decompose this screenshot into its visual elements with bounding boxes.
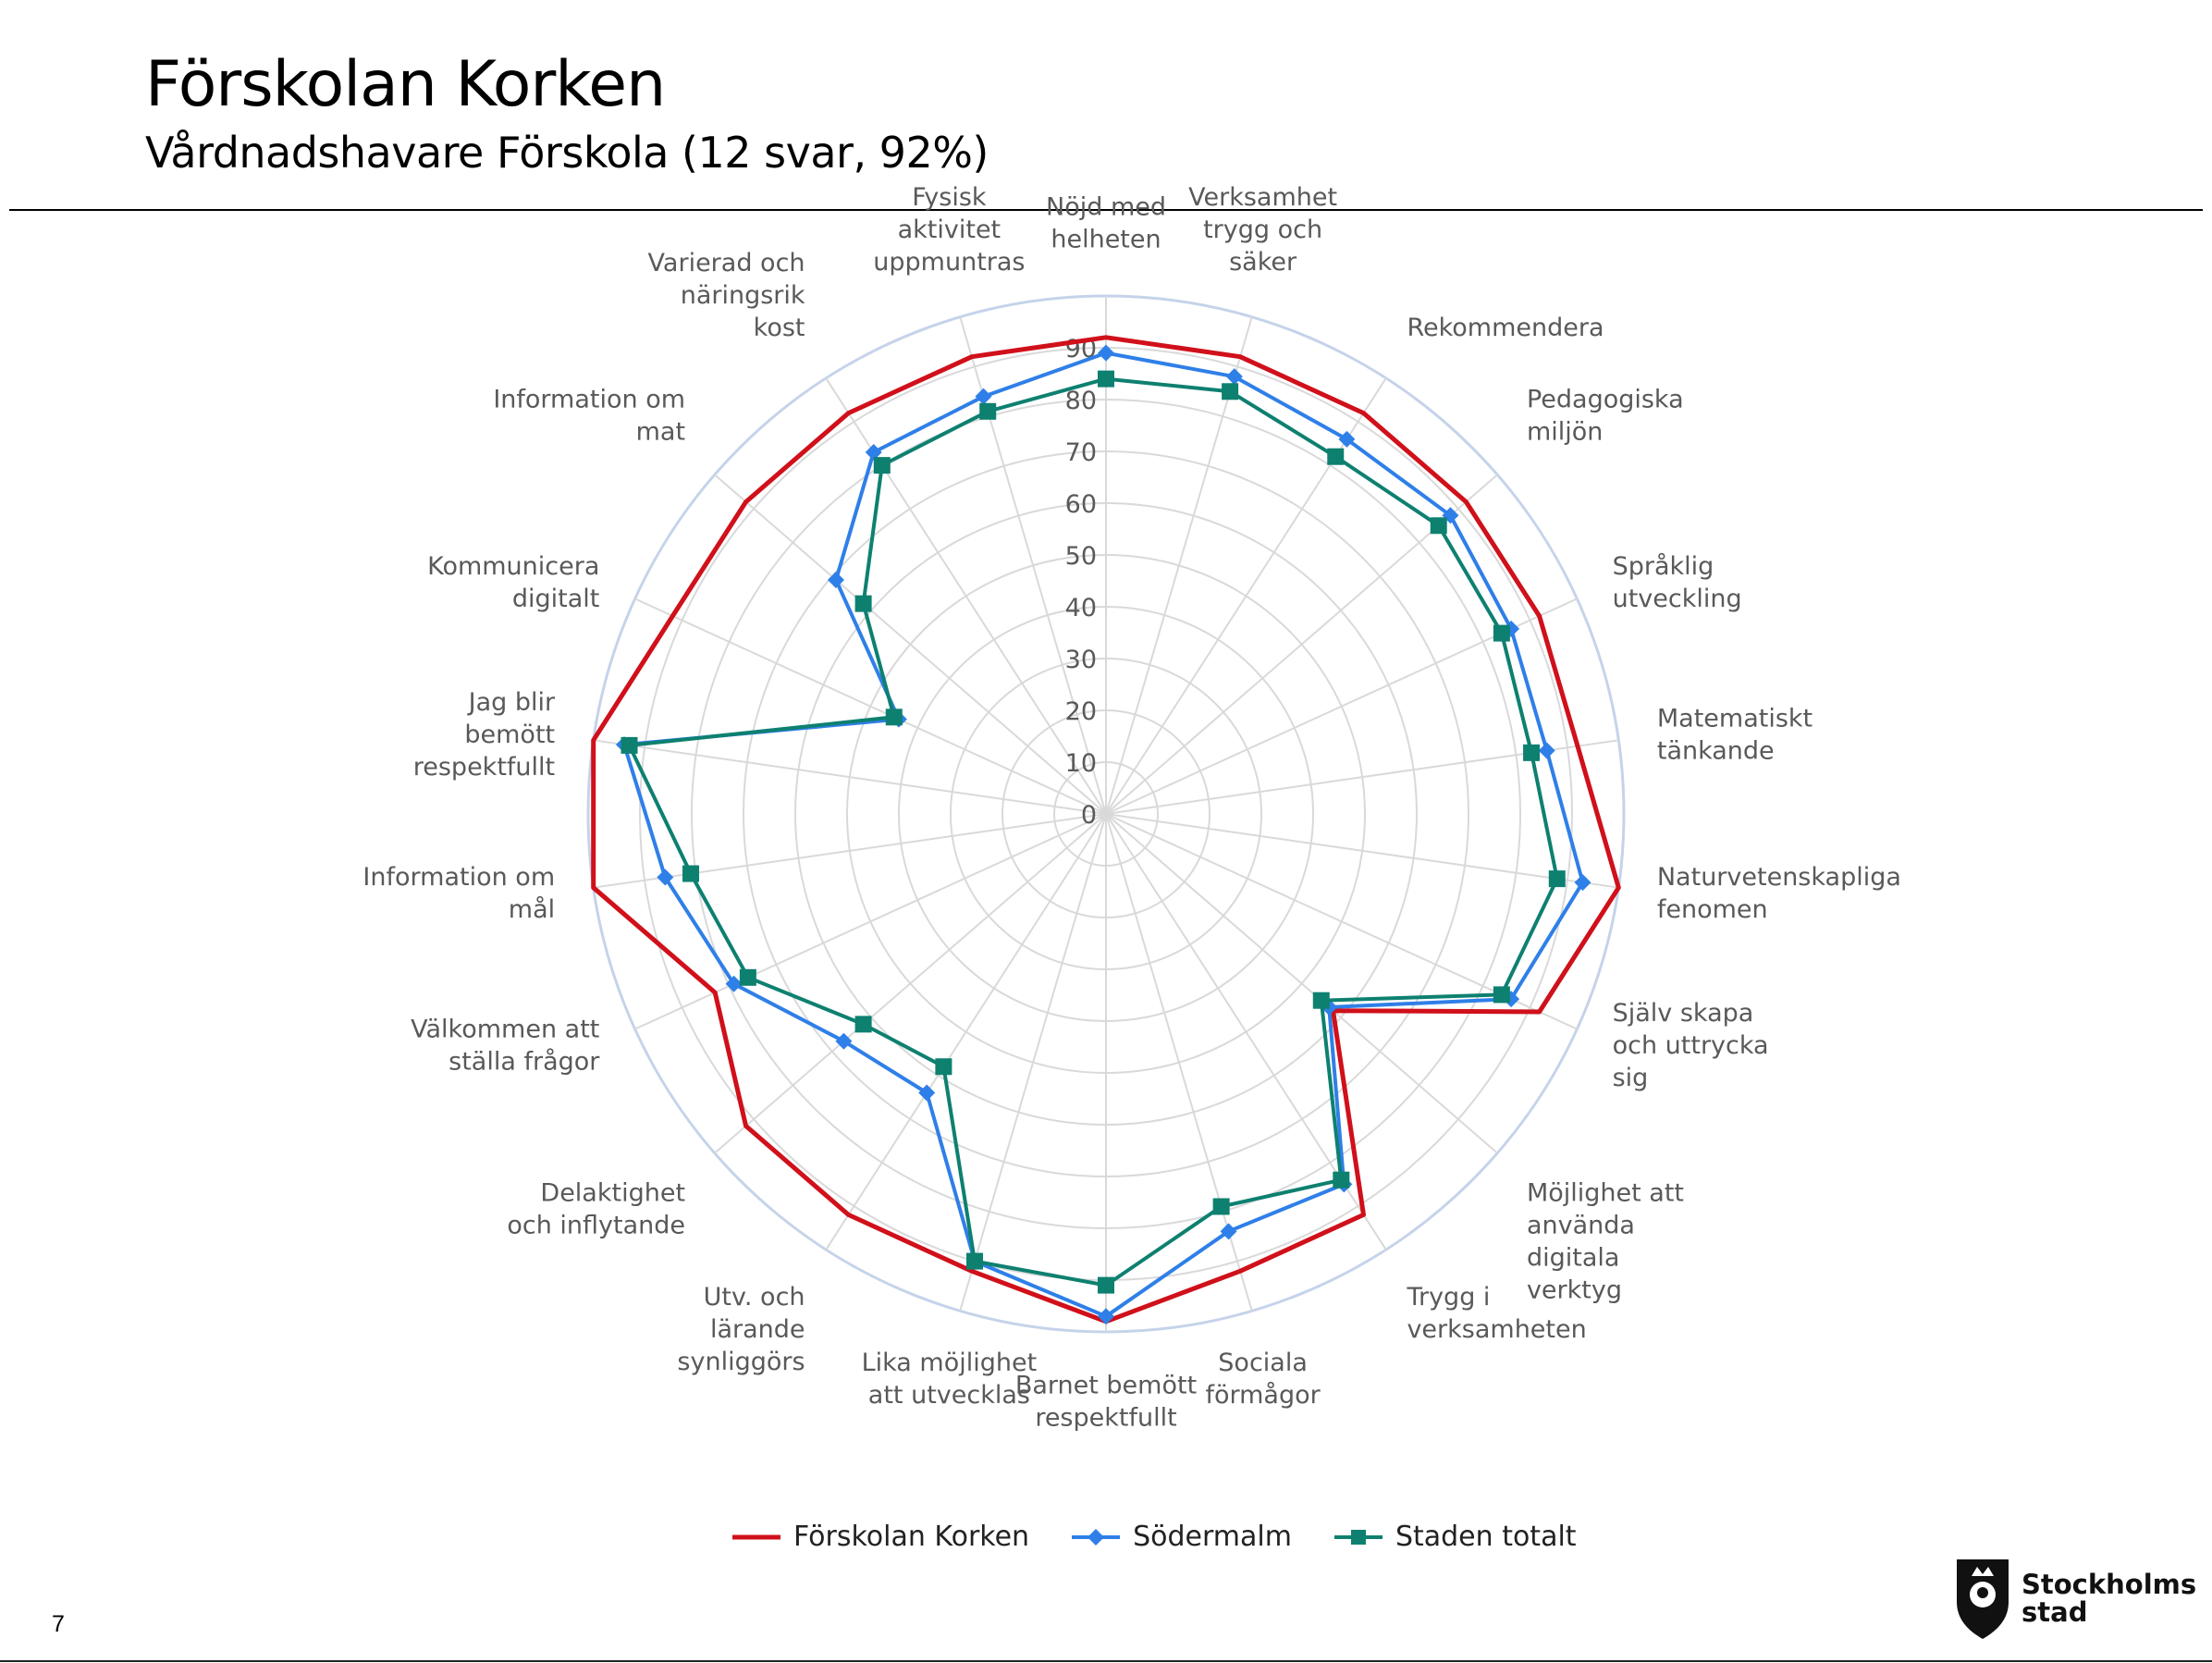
header-divider (9, 209, 2203, 211)
legend-item-korken: Förskolan Korken (731, 1521, 1029, 1553)
series-staden-point (621, 736, 638, 754)
category-label: Delaktighet och inflytande (507, 1179, 685, 1240)
stockholms-stad-logo: Stockholms stad (1953, 1556, 2196, 1641)
page-title: Förskolan Korken (145, 48, 666, 121)
radial-tick-label: 30 (1065, 646, 1097, 674)
series-staden-point (1523, 744, 1541, 761)
grid-spoke (593, 739, 1107, 815)
chart-legend: Förskolan Korken Södermalm Staden totalt (731, 1521, 1617, 1553)
page-number: 7 (52, 1611, 65, 1637)
grid-spoke (825, 813, 1107, 1250)
grid-spoke (959, 813, 1107, 1312)
category-label: Pedagogiska miljön (1527, 385, 1684, 446)
series-staden-point (1098, 370, 1114, 388)
legend-label-sodermalm: Södermalm (1133, 1521, 1292, 1553)
logo-text-line1: Stockholms (2022, 1569, 2197, 1600)
series-staden-point (1327, 448, 1345, 465)
category-label: Rekommendera (1407, 314, 1604, 342)
grid-spoke (593, 813, 1107, 889)
legend-line-icon (732, 1534, 780, 1539)
category-label: Information om mat (493, 385, 685, 446)
logo-text-line2: stad (2022, 1596, 2088, 1628)
category-label: Lika möjlighet att utvecklas (862, 1349, 1038, 1410)
category-label: Utv. och lärande synliggörs (677, 1283, 805, 1376)
legend-label-korken: Förskolan Korken (793, 1521, 1030, 1553)
series-sodermalm-point (835, 1032, 853, 1050)
series-staden-point (1493, 986, 1510, 1004)
grid-spoke (714, 813, 1107, 1154)
series-staden-point (1098, 1276, 1114, 1294)
radial-tick-label: 20 (1065, 697, 1097, 726)
radial-tick-label: 10 (1065, 749, 1097, 778)
radial-tick-label: 0 (1081, 801, 1097, 830)
series-sodermalm-point (1098, 344, 1114, 362)
series-staden-point (1430, 517, 1447, 535)
series-staden-point (966, 1252, 984, 1270)
series-staden-point (854, 1016, 872, 1033)
legend-label-staden: Staden totalt (1395, 1521, 1577, 1553)
grid-spoke (1105, 813, 1619, 889)
page-subtitle: Vårdnadshavare Förskola (12 svar, 92%) (145, 128, 989, 178)
grid-spoke (634, 597, 1107, 815)
series-sodermalm-line (622, 351, 1585, 1319)
category-label: Själv skapa och uttrycka sig (1613, 999, 1769, 1092)
category-label: Trygg i verksamheten (1406, 1283, 1586, 1344)
series-staden-point (935, 1058, 952, 1076)
footer-divider (0, 1660, 2212, 1662)
series-sodermalm-point (1574, 874, 1591, 892)
series-staden-point (1493, 624, 1510, 642)
series-staden-point (739, 968, 756, 986)
category-label: Kommunicera digitalt (427, 552, 599, 613)
grid-spoke (1105, 813, 1498, 1154)
series-staden-point (979, 402, 997, 420)
series-sodermalm-point (827, 571, 844, 588)
legend-item-sodermalm: Södermalm (1070, 1521, 1292, 1553)
category-label: Fysisk aktivitet uppmuntras (873, 183, 1025, 277)
radial-tick-label: 60 (1065, 490, 1097, 519)
series-sodermalm-point (975, 388, 992, 405)
series-sodermalm-point (1220, 1223, 1237, 1240)
series-staden-point (1212, 1198, 1230, 1215)
series-sodermalm-point (918, 1084, 936, 1102)
category-label: Nöjd med helheten (1046, 193, 1166, 254)
series-staden-point (1312, 992, 1330, 1009)
series-staden-point (1548, 870, 1566, 888)
series-sodermalm-point (865, 443, 882, 461)
category-label: Varierad och näringsrik kost (648, 249, 805, 342)
category-label: Barnet bemött respektfullt (1015, 1372, 1197, 1433)
series-sodermalm-point (725, 975, 743, 992)
stockholm-crest-icon (1957, 1559, 2009, 1639)
legend-diamond-icon (1072, 1528, 1121, 1546)
series-sodermalm-point (1098, 1308, 1114, 1325)
category-label: Språklig utveckling (1613, 552, 1742, 613)
series-staden-point (873, 457, 891, 474)
radial-tick-label: 80 (1065, 387, 1097, 415)
category-label: Verksamhet trygg och säker (1188, 183, 1337, 277)
radial-tick-label: 40 (1065, 594, 1097, 622)
category-label: Information om mål (363, 863, 555, 924)
radial-tick-label: 50 (1065, 542, 1097, 571)
series-sodermalm-point (1225, 368, 1243, 386)
category-label: Välkommen att ställa frågor (411, 1015, 600, 1076)
grid-spoke (714, 474, 1107, 815)
series-staden-point (682, 865, 700, 882)
series-staden-point (1333, 1171, 1350, 1189)
category-label: Jag blir bemött respektfullt (413, 688, 556, 782)
legend-item-staden: Staden totalt (1333, 1521, 1577, 1553)
category-label: Sociala förmågor (1205, 1349, 1321, 1410)
category-label: Naturvetenskapliga fenomen (1657, 863, 1901, 924)
series-staden-point (1222, 383, 1239, 400)
category-label: Möjlighet att använda digitala verktyg (1527, 1179, 1684, 1305)
radial-tick-label: 70 (1065, 438, 1097, 467)
series-sodermalm-point (1338, 430, 1356, 448)
category-label: Matematiskt tänkande (1657, 705, 1813, 766)
series-staden-point (885, 708, 903, 726)
series-staden-point (854, 595, 872, 612)
series-sodermalm-point (657, 868, 674, 886)
legend-square-icon (1333, 1529, 1382, 1545)
series-sodermalm-point (1538, 742, 1555, 759)
